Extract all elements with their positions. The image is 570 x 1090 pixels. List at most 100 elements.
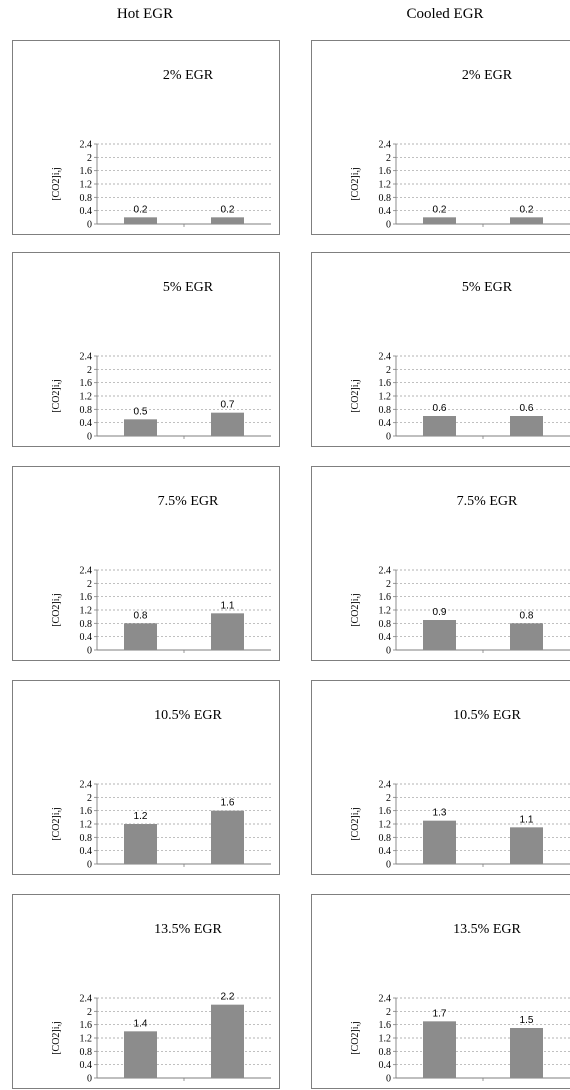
y-tick-label: 1.2 [80,606,93,617]
chart-panel: 2% EGR00.40.81.21.622.4[CO2]i,j0.2Cylind… [311,40,570,235]
data-label: 0.8 [134,610,148,621]
chart-panel: 13.5% EGR00.40.81.21.622.4[CO2]i,j1.7Cyl… [311,894,570,1089]
bar-chart: 10.5% EGR00.40.81.21.622.4[CO2]i,j1.3Cyl… [350,708,570,871]
data-label: 0.9 [433,607,447,618]
y-tick-label: 0.4 [80,1060,93,1071]
y-tick-label: 2.4 [80,352,93,363]
data-label: 0.2 [433,204,447,215]
y-tick-label: 0.8 [80,619,93,630]
bar [211,412,244,436]
y-tick-label: 0.8 [80,405,93,416]
y-tick-label: 1.2 [80,820,93,831]
y-tick-label: 1.6 [80,592,93,603]
data-label: 1.4 [134,1018,148,1029]
data-label: 1.1 [520,814,534,825]
y-tick-label: 0 [87,1074,92,1085]
data-label: 1.2 [134,811,148,822]
column-header-hot-egr: Hot EGR [116,6,174,22]
y-tick-label: 0.4 [379,418,392,429]
data-label: 0.2 [520,204,534,215]
y-tick-label: 1.2 [379,1034,392,1045]
bar [124,623,157,650]
y-axis-label: [CO2]i,j [51,379,62,413]
y-tick-label: 0 [386,432,391,443]
y-tick-label: 0.4 [80,418,93,429]
y-tick-label: 2 [386,579,391,590]
y-tick-label: 0 [87,220,92,231]
y-tick-label: 1.6 [80,806,93,817]
bar-chart: 5% EGR00.40.81.21.622.4[CO2]i,j0.6Cylind… [350,280,570,443]
chart-title: 2% EGR [462,68,513,83]
y-tick-label: 1.2 [379,606,392,617]
y-axis-label: [CO2]i,j [51,1021,62,1055]
y-tick-label: 2 [87,365,92,376]
y-tick-label: 2 [87,793,92,804]
y-tick-label: 2 [386,153,391,164]
y-tick-label: 0.4 [379,206,392,217]
y-tick-label: 2.4 [379,780,392,791]
bar [211,613,244,650]
y-tick-label: 2 [386,1007,391,1018]
y-tick-label: 2 [87,1007,92,1018]
chart-title: 5% EGR [462,280,513,295]
data-label: 1.7 [433,1008,447,1019]
y-tick-label: 1.6 [379,378,392,389]
bar [423,820,456,864]
y-tick-label: 0.8 [379,193,392,204]
data-label: 1.1 [221,600,235,611]
bar [510,416,543,436]
y-axis-label: [CO2]i,j [51,807,62,841]
y-axis-label: [CO2]i,j [350,807,361,841]
chart-panel: 7.5% EGR00.40.81.21.622.4[CO2]i,j0.9Cyli… [311,466,570,661]
y-tick-label: 0.8 [379,1047,392,1058]
data-label: 1.5 [520,1015,534,1026]
bar [124,824,157,864]
bar-chart: 13.5% EGR00.40.81.21.622.4[CO2]i,j1.4Cyl… [51,922,271,1085]
bar-chart: 2% EGR00.40.81.21.622.4[CO2]i,j0.2Cylind… [350,68,570,231]
y-tick-label: 2.4 [80,140,93,151]
y-tick-label: 2.4 [80,566,93,577]
y-tick-label: 0 [386,220,391,231]
y-tick-label: 1.6 [379,592,392,603]
y-tick-label: 0.4 [80,846,93,857]
y-axis-label: [CO2]i,j [51,167,62,201]
bar-chart: 2% EGR00.40.81.21.622.4[CO2]i,j0.2Cylind… [51,68,271,231]
y-tick-label: 0.4 [379,846,392,857]
y-tick-label: 2 [87,579,92,590]
bar-chart: 7.5% EGR00.40.81.21.622.4[CO2]i,j0.8Cyli… [51,494,271,657]
y-tick-label: 0.4 [80,632,93,643]
y-tick-label: 0.8 [379,405,392,416]
chart-title: 5% EGR [163,280,214,295]
y-tick-label: 0 [87,860,92,871]
y-tick-label: 1.2 [80,392,93,403]
y-tick-label: 0 [87,432,92,443]
y-tick-label: 2.4 [379,140,392,151]
data-label: 0.6 [520,403,534,414]
y-axis-label: [CO2]i,j [350,167,361,201]
y-tick-label: 0 [386,860,391,871]
data-label: 2.2 [221,992,235,1003]
y-tick-label: 1.6 [379,166,392,177]
chart-title: 10.5% EGR [154,708,222,723]
data-label: 0.7 [221,400,235,411]
chart-panel: 13.5% EGR00.40.81.21.622.4[CO2]i,j1.4Cyl… [12,894,280,1089]
bar [510,827,543,864]
bar [124,419,157,436]
y-tick-label: 2.4 [80,780,93,791]
y-tick-label: 0.8 [379,619,392,630]
chart-title: 10.5% EGR [453,708,521,723]
bar [423,1021,456,1078]
y-tick-label: 1.6 [80,166,93,177]
data-label: 0.2 [221,204,235,215]
bar [124,1031,157,1078]
y-tick-label: 2.4 [379,566,392,577]
chart-title: 7.5% EGR [158,494,219,509]
bar [211,1004,244,1078]
y-axis-label: [CO2]i,j [350,1021,361,1055]
y-tick-label: 2.4 [379,352,392,363]
bar [423,416,456,436]
y-tick-label: 0 [386,646,391,657]
y-tick-label: 2 [87,153,92,164]
data-label: 1.6 [221,798,235,809]
bar [423,620,456,650]
